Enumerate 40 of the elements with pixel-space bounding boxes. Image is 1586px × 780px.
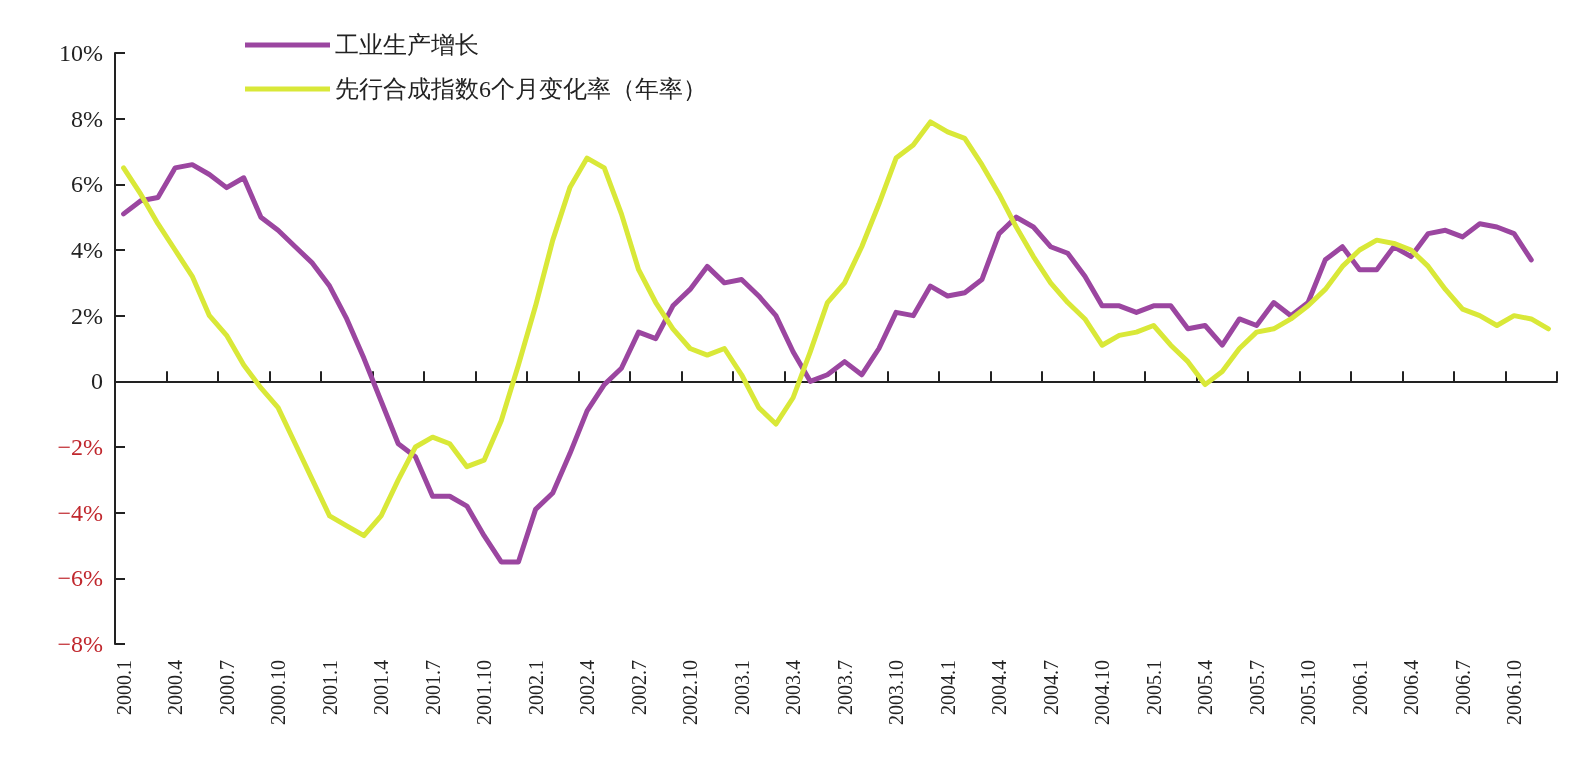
x-tick-label: 2005.10	[1297, 660, 1320, 725]
y-tick-label: 8%	[71, 105, 103, 132]
y-tick-label: 6%	[71, 171, 103, 198]
x-tick-label: 2001.7	[421, 660, 444, 715]
x-tick-label: 2002.10	[679, 660, 702, 725]
x-tick-label: 2002.4	[576, 660, 599, 715]
legend-label: 先行合成指数6个月变化率（年率）	[335, 76, 707, 102]
x-tick-label: 2002.7	[627, 660, 650, 715]
y-tick-label: 2%	[71, 302, 103, 329]
x-tick-label: 2006.7	[1451, 660, 1474, 715]
x-tick-label: 2004.4	[988, 660, 1011, 715]
y-tick-label: −4%	[57, 499, 103, 526]
y-tick-label: −8%	[57, 631, 103, 657]
x-tick-label: 2004.1	[936, 660, 959, 715]
y-tick-label: 0	[91, 368, 103, 395]
x-tick-label: 2001.4	[370, 660, 393, 715]
x-tick-label: 2006.1	[1348, 660, 1371, 715]
x-tick-label: 2005.1	[1142, 660, 1165, 715]
x-tick-label: 2001.10	[473, 660, 496, 725]
y-tick-label: 4%	[71, 237, 103, 263]
legend-label: 工业生产增长	[335, 32, 479, 58]
x-tick-label: 2005.7	[1245, 660, 1268, 715]
x-tick-label: 2006.4	[1400, 660, 1423, 715]
x-tick-label: 2000.1	[112, 660, 135, 715]
x-tick-label: 2000.4	[164, 660, 187, 715]
x-tick-label: 2005.4	[1194, 660, 1217, 715]
x-tick-label: 2004.7	[1039, 660, 1062, 715]
x-tick-label: 2000.10	[267, 660, 290, 725]
y-tick-label: 10%	[59, 40, 103, 66]
y-tick-label: −6%	[57, 565, 103, 592]
x-tick-label: 2002.1	[524, 660, 547, 715]
y-tick-label: −2%	[57, 434, 103, 460]
x-tick-label: 2001.1	[318, 660, 341, 715]
x-tick-label: 2006.10	[1503, 660, 1526, 725]
x-tick-label: 2003.1	[730, 660, 753, 715]
x-tick-label: 2000.7	[215, 660, 238, 715]
x-tick-label: 2003.7	[833, 660, 856, 715]
x-tick-label: 2003.4	[782, 660, 805, 715]
x-tick-label: 2004.10	[1091, 660, 1114, 725]
x-tick-label: 2003.10	[885, 660, 908, 725]
